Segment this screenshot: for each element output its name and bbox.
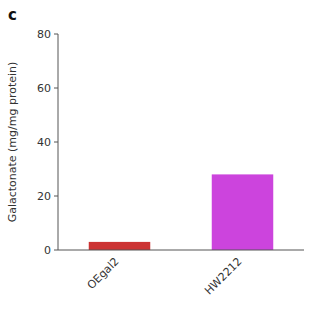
- chart-container: 0 20 40 60 80 OEgal2 HW2212 Galactonate (mg/mg …: [0, 0, 320, 320]
- x-tick-label: HW2212: [202, 255, 245, 298]
- y-axis: 0 20 40 60 80: [37, 28, 58, 257]
- y-tick-label: 80: [37, 28, 51, 41]
- y-tick: [54, 250, 58, 251]
- y-tick: [54, 88, 58, 89]
- panel-label: c: [8, 6, 17, 24]
- y-tick: [54, 142, 58, 143]
- y-axis-label: Galactonate (mg/mg protein): [6, 62, 19, 223]
- y-axis-line: [58, 34, 59, 250]
- bar: [212, 174, 274, 250]
- y-tick-label: 40: [37, 136, 51, 149]
- x-axis: OEgal2 HW2212: [58, 250, 304, 297]
- bar: [89, 242, 151, 250]
- y-tick: [54, 196, 58, 197]
- x-axis-line: [58, 250, 304, 251]
- y-tick-label: 60: [37, 82, 51, 95]
- x-tick-label: OEgal2: [85, 255, 122, 292]
- y-tick: [54, 34, 58, 35]
- bars: [89, 174, 274, 250]
- y-tick-label: 0: [44, 244, 51, 257]
- chart-svg: 0 20 40 60 80 OEgal2 HW2212 Galactonate (mg/mg …: [0, 0, 320, 320]
- y-tick-label: 20: [37, 190, 51, 203]
